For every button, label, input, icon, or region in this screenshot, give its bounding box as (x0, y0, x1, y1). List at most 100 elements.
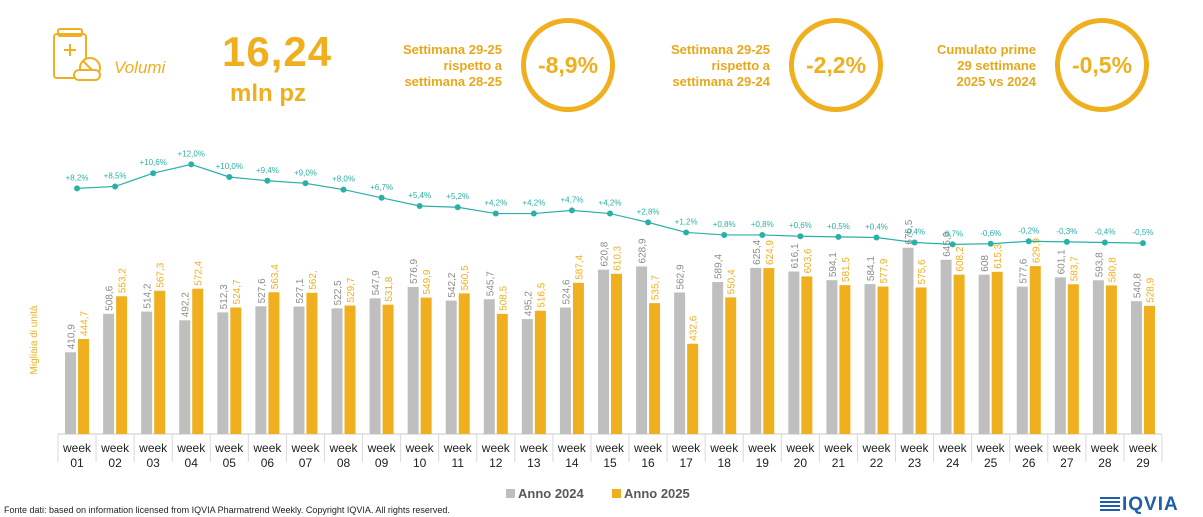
x-tick-label-number: 08 (337, 456, 351, 470)
bar-2024 (293, 306, 305, 434)
comparison-1-badge: -8,9% (521, 18, 615, 112)
x-tick-label-week: week (747, 441, 777, 455)
x-tick-label-number: 12 (489, 456, 503, 470)
growth-label: +10,0% (216, 162, 243, 171)
bar-2024 (940, 259, 952, 434)
data-label-2025: 563,4 (270, 264, 281, 289)
bar-2025 (649, 303, 661, 434)
bar-2025 (611, 273, 622, 434)
bar-2025 (877, 286, 889, 434)
x-tick-label-number: 18 (718, 456, 732, 470)
bar-2025 (1105, 285, 1117, 434)
data-label-2024: 547,9 (371, 270, 382, 295)
data-label-2025: 562, (308, 270, 319, 289)
data-label-2025: 624,9 (765, 240, 776, 265)
growth-label: -0,5% (1133, 228, 1154, 237)
x-tick-label-number: 05 (223, 456, 237, 470)
growth-point (454, 204, 461, 211)
data-label-2024: 608 (980, 255, 991, 272)
x-tick-label-week: week (214, 441, 244, 455)
data-label-2025: 560,5 (460, 265, 471, 290)
data-label-2025: 529,7 (346, 277, 357, 302)
growth-point (568, 207, 575, 214)
legend-label-2024: Anno 2024 (518, 486, 585, 501)
bar-2025 (192, 288, 204, 434)
x-tick-label-week: week (976, 441, 1006, 455)
x-tick-label-week: week (709, 441, 739, 455)
bar-2025 (572, 282, 584, 434)
x-tick-label-number: 15 (603, 456, 617, 470)
data-label-2024: 524,6 (561, 279, 572, 304)
data-label-2025: 603,6 (803, 248, 814, 273)
data-label-2024: 616,1 (790, 243, 801, 268)
comparison-3-badge: -0,5% (1055, 18, 1149, 112)
growth-point (1025, 238, 1032, 245)
growth-point (1101, 239, 1108, 246)
comparison-2-badge: -2,2% (789, 18, 883, 112)
x-tick-label-number: 07 (299, 456, 313, 470)
x-tick-label-number: 27 (1060, 456, 1074, 470)
brand-logo: IQVIA (1100, 494, 1179, 516)
x-tick-label-week: week (785, 441, 815, 455)
bar-2025 (915, 287, 927, 434)
data-label-2024: 620,8 (600, 241, 611, 266)
x-tick-label-week: week (823, 441, 853, 455)
x-tick-label-number: 22 (870, 456, 884, 470)
growth-point (835, 233, 842, 240)
growth-point (987, 240, 994, 247)
growth-point (873, 234, 880, 241)
data-label-2024: 522,5 (333, 280, 344, 305)
bar-2024 (598, 269, 609, 434)
data-label-2025: 581,5 (841, 257, 852, 282)
x-tick-label-week: week (405, 441, 435, 455)
data-label-2025: 444,7 (80, 311, 91, 336)
bar-2025 (496, 313, 508, 434)
data-label-2024: 577,6 (1018, 258, 1029, 283)
x-tick-label-week: week (671, 441, 701, 455)
bar-2024 (331, 308, 343, 434)
bar-2024 (65, 352, 77, 434)
x-tick-label-number: 28 (1098, 456, 1112, 470)
growth-point (797, 233, 804, 240)
x-tick-label-week: week (481, 441, 511, 455)
growth-label: +12,0% (178, 149, 205, 158)
kpi-label: Volumi (114, 58, 166, 77)
growth-label: +5,4% (408, 191, 431, 200)
growth-point (112, 183, 119, 190)
data-label-2025: 608,2 (955, 246, 966, 271)
x-tick-label-week: week (633, 441, 663, 455)
bar-2025 (953, 274, 965, 434)
x-tick-label-week: week (1128, 441, 1158, 455)
bar-2025 (1143, 305, 1155, 434)
growth-point (759, 231, 766, 238)
growth-point (226, 174, 233, 180)
data-label-2024: 495,2 (523, 291, 534, 316)
data-label-2024: 540,8 (1132, 273, 1143, 298)
growth-label: +0,5% (827, 222, 850, 231)
x-tick-label-number: 09 (375, 456, 389, 470)
x-tick-label-week: week (138, 441, 168, 455)
data-label-2025: 615,3 (993, 243, 1004, 268)
x-tick-label-week: week (290, 441, 320, 455)
bar-2024 (1054, 277, 1066, 434)
data-label-2024: 625,4 (752, 239, 763, 264)
bar-2025 (154, 290, 166, 434)
data-label-2025: 572,4 (194, 260, 205, 285)
x-tick-label-number: 03 (146, 456, 160, 470)
growth-label: +4,7% (560, 195, 583, 204)
bar-2025 (268, 292, 280, 434)
growth-label: -0,6% (980, 229, 1001, 238)
data-label-2024: 562,9 (676, 264, 687, 289)
data-label-2025: 610,3 (613, 245, 624, 270)
data-label-2025: 535,7 (651, 275, 662, 300)
growth-label: +4,2% (599, 199, 622, 208)
x-tick-label-number: 29 (1136, 456, 1150, 470)
logo-bars-icon (1100, 497, 1120, 511)
bar-2024 (978, 274, 990, 434)
x-tick-label-number: 19 (756, 456, 770, 470)
x-tick-label-week: week (1090, 441, 1120, 455)
x-tick-label-number: 20 (794, 456, 808, 470)
data-label-2024: 512,3 (219, 284, 230, 309)
data-label-2025: 587,4 (574, 254, 585, 279)
data-label-2025: 550,4 (727, 269, 738, 294)
